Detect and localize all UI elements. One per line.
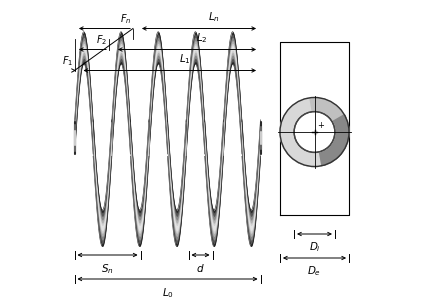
Wedge shape (280, 98, 320, 166)
Circle shape (294, 112, 335, 152)
Text: +: + (317, 121, 324, 130)
Text: $F_2$: $F_2$ (96, 33, 108, 47)
Text: $d$: $d$ (196, 262, 205, 274)
Text: $F_n$: $F_n$ (120, 12, 131, 26)
Circle shape (280, 98, 349, 166)
Circle shape (294, 112, 335, 152)
Text: $D_i$: $D_i$ (309, 241, 320, 254)
Text: $S_n$: $S_n$ (101, 262, 114, 276)
Text: $D_e$: $D_e$ (307, 265, 322, 278)
Text: $L_n$: $L_n$ (208, 10, 220, 24)
Text: $L_2$: $L_2$ (196, 31, 208, 45)
Text: $L_0$: $L_0$ (162, 286, 173, 300)
Text: $F_1$: $F_1$ (62, 54, 73, 68)
Text: $L_1$: $L_1$ (179, 52, 191, 66)
Wedge shape (282, 115, 349, 167)
